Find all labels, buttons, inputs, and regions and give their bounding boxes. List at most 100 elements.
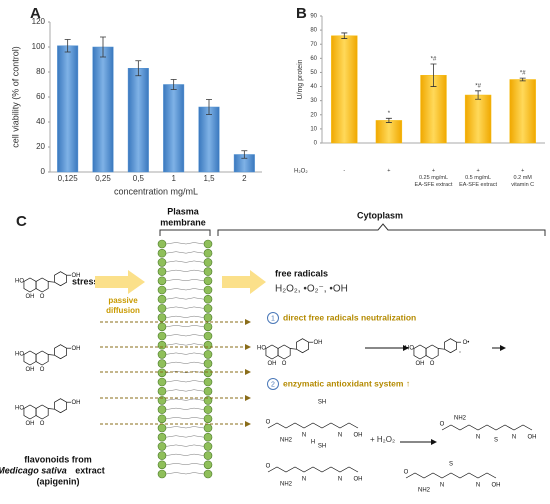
- step-label: enzymatic antioxidant system ↑: [283, 378, 410, 388]
- lipid-head: [157, 432, 167, 442]
- lipid-head: [157, 350, 167, 359]
- cytoplasm-label: Cytoplasm: [357, 210, 403, 220]
- atom-label: S: [494, 438, 498, 444]
- lipid-head: [157, 239, 167, 249]
- lipid-tail: [165, 306, 205, 309]
- lipid-tail: [165, 334, 205, 337]
- bracket: [217, 223, 546, 236]
- error-bar: [64, 39, 71, 53]
- atom-label: HO: [15, 405, 24, 411]
- atom-label: O: [430, 361, 435, 367]
- free-radicals: free radicals: [275, 268, 328, 278]
- lipid-head: [203, 377, 213, 387]
- error-bar: [341, 32, 348, 39]
- step-number: 2: [271, 381, 275, 388]
- lipid-head: [157, 423, 167, 433]
- lipid-head: [157, 368, 167, 378]
- atom-label: H: [311, 440, 315, 446]
- lipid-head: [203, 239, 213, 249]
- atom-label: N: [440, 483, 444, 489]
- chain: [267, 466, 359, 473]
- ring: [23, 404, 37, 420]
- atom-label: NH2: [280, 482, 293, 488]
- bar: [198, 106, 220, 173]
- arrow: [95, 270, 145, 294]
- chain: [405, 472, 497, 479]
- y-tick-label: 70: [310, 42, 317, 48]
- x-axis-label: concentration mg/mL: [114, 186, 198, 196]
- bond: [48, 354, 55, 356]
- bar: [331, 35, 358, 144]
- membrane-label: Plasma: [167, 206, 200, 216]
- lipid-head: [157, 340, 167, 350]
- y-tick-label: 30: [310, 98, 317, 104]
- error-bar: [206, 99, 212, 115]
- atom-label: OH: [71, 346, 80, 352]
- y-tick-label: 20: [310, 112, 317, 118]
- lipid-head: [157, 414, 167, 424]
- atom-label: N: [302, 433, 306, 439]
- ring: [265, 344, 279, 360]
- atom-label: HO: [405, 345, 414, 351]
- lipid-head: [157, 405, 167, 414]
- x-tick-label: +0.5 mg/mL EA-SFE extract: [459, 168, 497, 188]
- annotation: *#: [475, 83, 481, 89]
- lipid-head: [157, 258, 167, 267]
- ring: [277, 344, 291, 360]
- bar: [57, 45, 79, 173]
- lipid-tail: [165, 463, 205, 466]
- lipid-head: [203, 386, 213, 396]
- y-tick-label: 0: [41, 167, 46, 176]
- x-tick-label: 0,25: [95, 174, 111, 183]
- error-bar: [135, 60, 142, 77]
- atom-label: HO: [15, 351, 24, 357]
- reactant: + H₂O₂: [370, 435, 395, 444]
- lipid-tail: [165, 407, 205, 410]
- x-tick-label: +: [387, 168, 390, 174]
- y-tick-label: 90: [310, 14, 317, 20]
- lipid-head: [157, 276, 167, 286]
- y-tick-label: 40: [310, 84, 317, 90]
- bar: [375, 120, 403, 144]
- lipid-tail: [165, 279, 205, 282]
- atom-label: N: [338, 477, 342, 483]
- atom-label: NH2: [280, 438, 293, 444]
- atom-label: HO: [15, 278, 24, 284]
- lipid-head: [203, 451, 213, 460]
- lipid-head: [203, 331, 213, 341]
- lipid-head: [157, 304, 167, 313]
- lipid-tail: [165, 297, 205, 300]
- atom-label: HO: [257, 345, 266, 351]
- ring: [425, 344, 439, 360]
- lipid-head: [203, 432, 213, 442]
- lipid-head: [157, 377, 167, 387]
- lipid-head: [203, 267, 213, 276]
- atom-label: O: [40, 294, 45, 300]
- atom-label: NH2: [454, 416, 467, 422]
- lipid-head: [157, 248, 167, 258]
- panel-letter: B: [296, 5, 307, 22]
- lipid-head: [203, 340, 213, 350]
- lipid-head: [203, 442, 213, 451]
- error-bar: [519, 77, 526, 82]
- lipid-tail: [165, 269, 205, 272]
- ring: [35, 350, 49, 366]
- y-tick-label: 50: [310, 70, 317, 76]
- x-tick-label: 0,5: [133, 174, 145, 183]
- bond: [290, 348, 297, 350]
- step-label: direct free radicals neutralization: [283, 312, 416, 322]
- x-tick-label: 1,5: [203, 174, 215, 183]
- lipid-tail: [165, 380, 205, 383]
- lipid-head: [203, 469, 213, 479]
- passive-diffusion: diffusion: [106, 306, 140, 315]
- lipid-head: [203, 258, 213, 267]
- panel-letter: A: [30, 5, 41, 22]
- y-tick-label: 100: [32, 42, 46, 51]
- lipid-head: [203, 285, 213, 295]
- ring: [444, 338, 457, 354]
- ring: [54, 398, 67, 414]
- lipid-head: [157, 359, 167, 368]
- error-bar: [430, 63, 437, 87]
- bar: [127, 68, 149, 173]
